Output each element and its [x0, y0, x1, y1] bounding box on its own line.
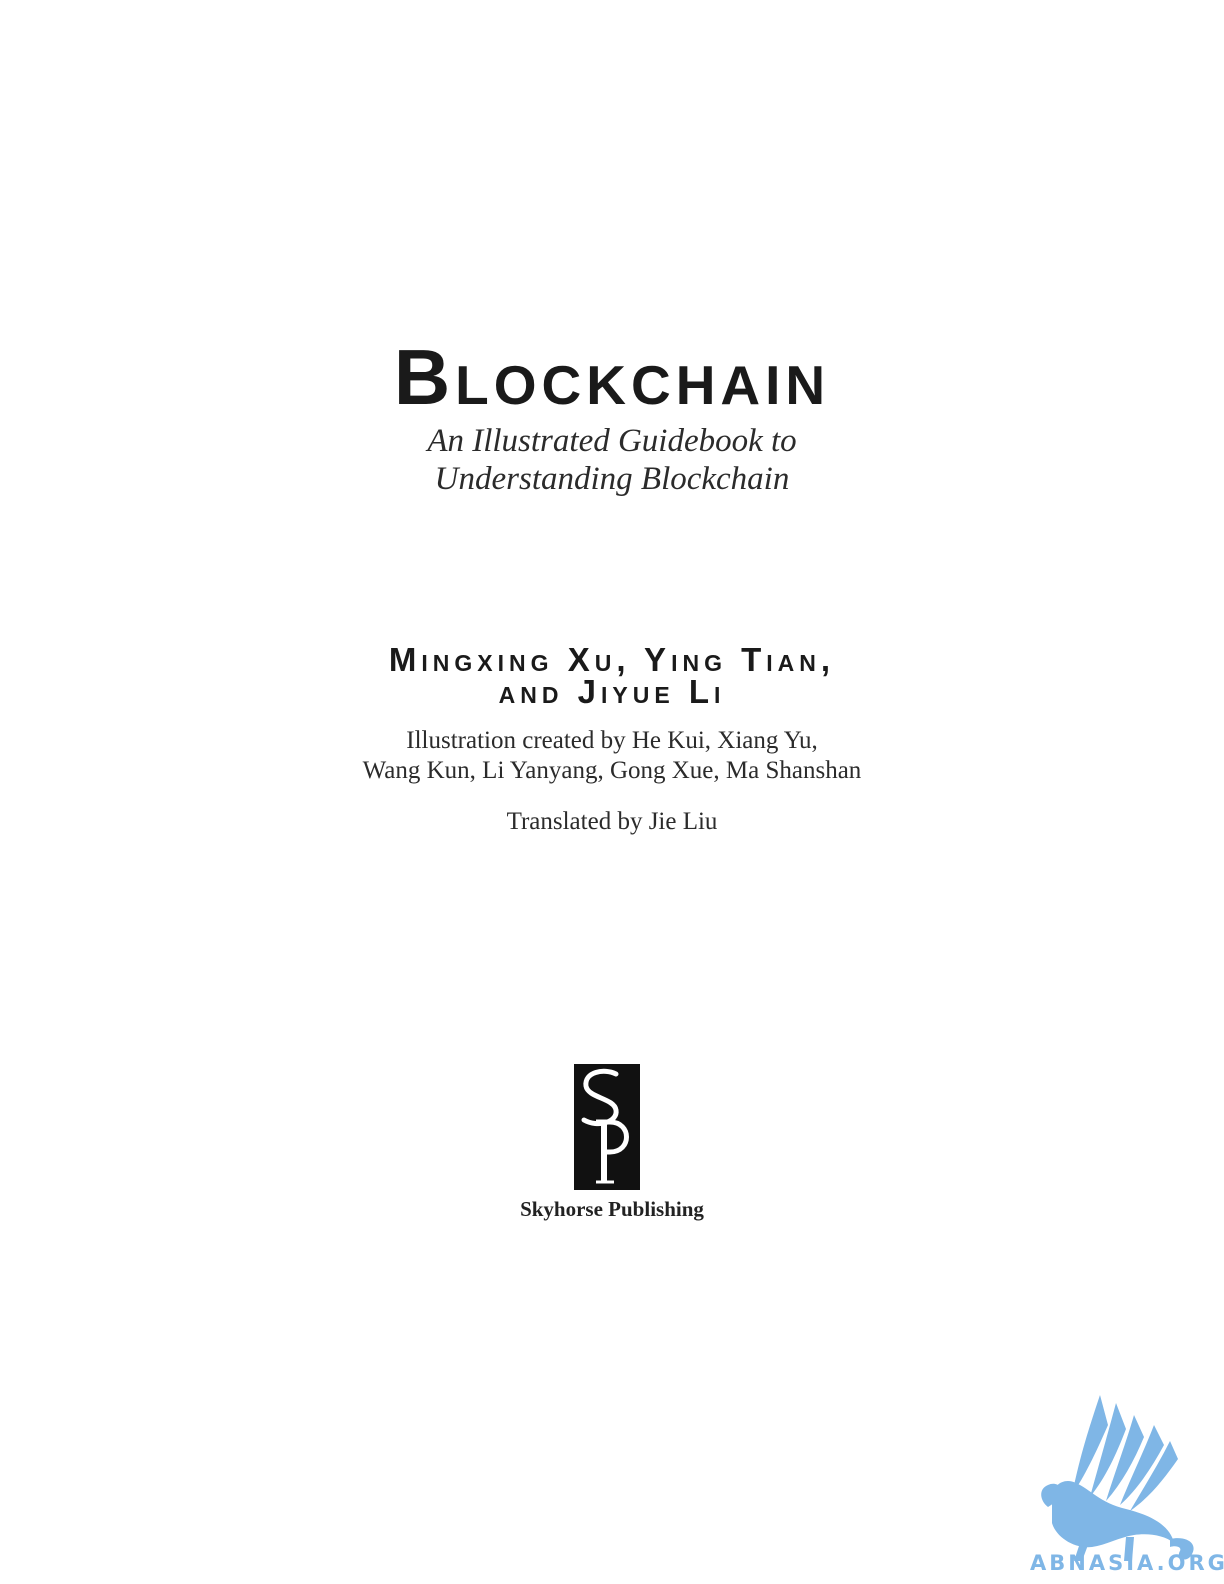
authors-line: and Jiyue Li [498, 673, 726, 710]
book-authors: Mingxing Xu, Ying Tian, and Jiyue Li [0, 641, 1224, 710]
subtitle-line: Understanding Blockchain [434, 461, 790, 497]
watermark-text: ABNASIA.ORG [1030, 1551, 1224, 1575]
book-title: Blockchain [393, 333, 831, 421]
illustration-line: Wang Kun, Li Yanyang, Gong Xue, Ma Shans… [362, 757, 862, 784]
subtitle-line: An Illustrated Guidebook to [427, 423, 797, 459]
book-subtitle: An Illustrated Guidebook to Understandin… [0, 422, 1224, 498]
authors-line: Mingxing Xu, Ying Tian, [388, 641, 836, 678]
watermark-logo [1030, 1385, 1210, 1575]
illustration-line: Illustration created by He Kui, Xiang Yu… [406, 727, 818, 754]
sp-monogram-icon [574, 1064, 640, 1190]
illustration-credits: Illustration created by He Kui, Xiang Yu… [0, 726, 1224, 786]
publisher-logo [574, 1064, 640, 1190]
griffin-icon [1041, 1395, 1194, 1561]
translator-credit: Translated by Jie Liu [506, 808, 718, 835]
publisher-name: Skyhorse Publishing [520, 1197, 704, 1221]
